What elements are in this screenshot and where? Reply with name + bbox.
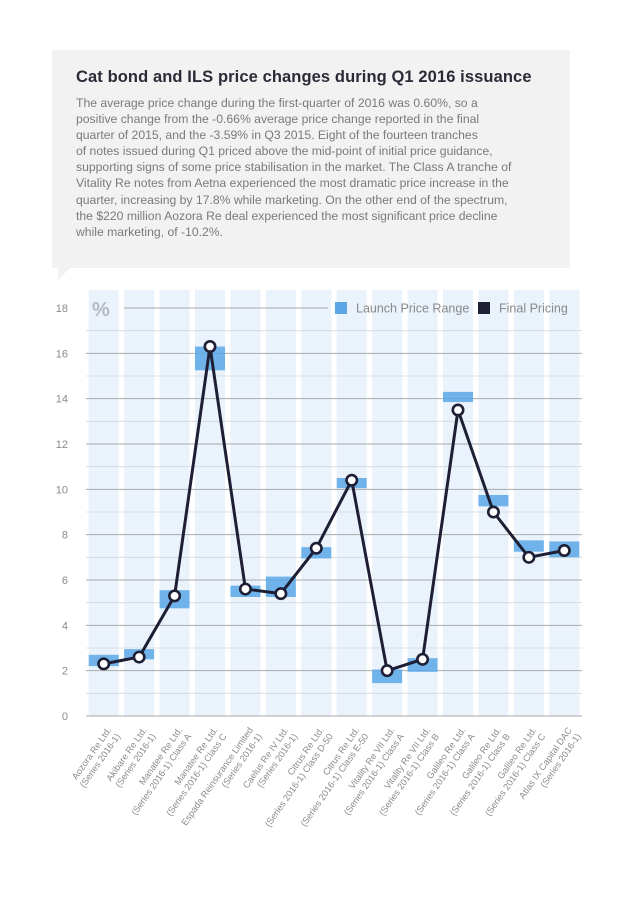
description-callout: Cat bond and ILS price changes during Q1… <box>52 50 570 268</box>
final-pricing-point <box>168 589 182 603</box>
legend-swatch-final-pricing <box>478 302 490 314</box>
launch-range-box <box>513 540 544 552</box>
final-pricing-point <box>132 650 146 664</box>
final-pricing-point <box>380 664 394 678</box>
final-pricing-point <box>97 657 111 671</box>
callout-pointer <box>58 268 70 280</box>
launch-range-box <box>195 346 225 371</box>
launch-range-box <box>478 495 509 507</box>
legend-swatch-launch-range <box>335 302 347 314</box>
description-line: supporting signs of some price stabilisa… <box>76 160 512 175</box>
final-pricing-point <box>486 505 500 519</box>
final-pricing-line <box>103 345 565 673</box>
final-pricing-point <box>274 587 288 601</box>
column-band <box>159 290 190 716</box>
y-tick-label: 14 <box>56 394 68 406</box>
chart-description: The average price change during the firs… <box>76 95 546 240</box>
chart-title: Cat bond and ILS price changes during Q1… <box>76 68 532 86</box>
y-tick-label: 16 <box>56 348 68 360</box>
description-line: quarter of 2015, and the -3.59% in Q3 20… <box>76 128 478 143</box>
final-pricing-point <box>309 541 323 555</box>
column-band <box>336 290 367 716</box>
y-tick-label: 0 <box>62 711 68 723</box>
y-tick-label: 18 <box>56 303 68 315</box>
price-change-chart: 0 2 4 6 8 10 12 14 16 18% Launch Price Range Final … <box>56 290 583 829</box>
description-line: Vitality Re notes from Aetna experienced… <box>76 176 509 191</box>
column-band <box>372 290 403 716</box>
y-tick-label: 2 <box>62 666 68 678</box>
description-line: quarter, increasing by 17.8% while marke… <box>76 192 508 207</box>
description-line: The average price change during the firs… <box>76 96 478 110</box>
unit-label: % <box>92 299 110 321</box>
final-pricing-point <box>416 652 430 666</box>
column-band <box>513 290 544 716</box>
description-line: while marketing, of -10.2%. <box>76 224 223 239</box>
column-band <box>407 290 438 716</box>
description-line: of notes issued during Q1 priced above t… <box>76 144 493 159</box>
final-pricing-point <box>203 340 217 354</box>
final-pricing-point <box>557 544 571 558</box>
column-band <box>230 290 261 716</box>
final-pricing-point <box>451 403 465 417</box>
column-band <box>549 290 580 716</box>
column-band <box>88 290 119 716</box>
column-band <box>265 290 296 716</box>
y-tick-label: 6 <box>62 575 68 587</box>
description-line: positive change from the -0.66% average … <box>76 112 480 127</box>
legend-label-launch-range: Launch Price Range <box>356 302 469 316</box>
final-pricing-point <box>522 550 536 564</box>
legend-label-final-pricing: Final Pricing <box>499 302 568 316</box>
column-band <box>443 290 473 716</box>
y-tick-label: 8 <box>62 530 68 542</box>
y-tick-label: 4 <box>62 620 68 632</box>
final-pricing-point <box>345 473 359 487</box>
description-line: the $220 million Aozora Re deal experien… <box>76 208 498 223</box>
column-band <box>124 290 155 716</box>
final-pricing-point <box>238 582 252 596</box>
y-tick-label: 10 <box>56 484 68 496</box>
column-band <box>301 290 332 716</box>
launch-range-box <box>443 391 473 403</box>
y-tick-label: 12 <box>56 439 68 451</box>
